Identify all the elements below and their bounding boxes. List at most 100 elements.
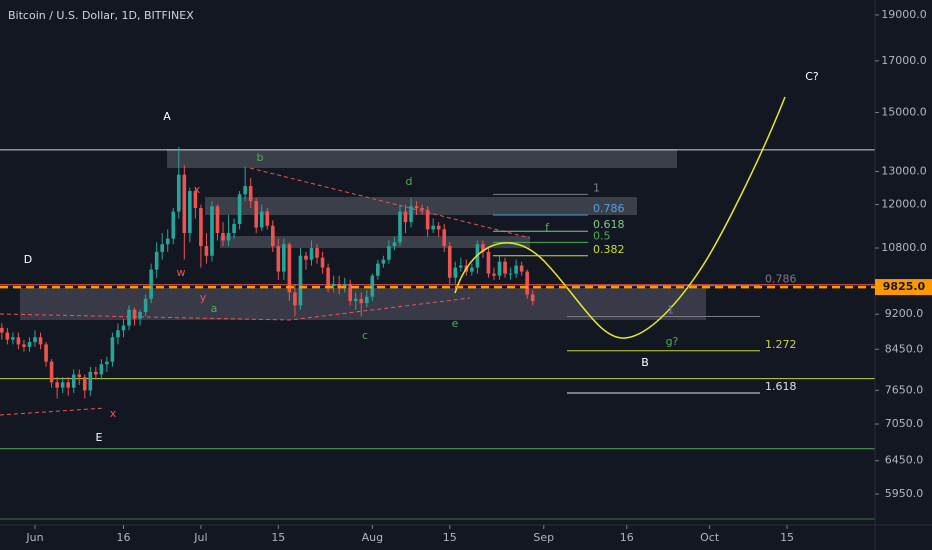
candle-body (143, 298, 148, 312)
candle-body (381, 259, 386, 264)
candle-body (370, 275, 375, 297)
candle-body (49, 361, 54, 383)
y-tick-label: 19000.0 (881, 8, 927, 21)
wave-label: e (452, 317, 459, 330)
candle-body (22, 344, 26, 347)
candle-body (33, 337, 37, 343)
candle-body (453, 267, 458, 278)
candle-body (530, 294, 535, 301)
candle-body (154, 251, 159, 270)
candle-body (248, 186, 253, 202)
candle-body (66, 382, 70, 388)
candle-body (304, 255, 308, 260)
x-tick-label: Oct (700, 531, 720, 544)
candle-body (459, 265, 463, 268)
candle-body (392, 242, 397, 247)
x-tick-label: 16 (620, 531, 634, 544)
candle-body (176, 174, 181, 212)
candle-body (309, 248, 314, 260)
candle-body (121, 325, 126, 331)
candle-body (27, 342, 32, 347)
current-price-tag (875, 279, 932, 296)
trendline (0, 297, 471, 321)
y-tick-label: 17000.0 (881, 54, 927, 67)
fib-label: 0.5 (593, 229, 611, 242)
y-tick-label: 6450.0 (885, 454, 924, 467)
candle-body (481, 244, 485, 252)
candle-body (287, 244, 292, 293)
candle-body (165, 238, 170, 245)
candle-body (16, 337, 21, 345)
candle-body (60, 382, 65, 388)
candle-body (376, 263, 380, 276)
candle-body (409, 206, 413, 223)
zone (205, 197, 637, 215)
candle-body (503, 261, 507, 274)
candle-body (398, 211, 402, 243)
candle-body (514, 265, 518, 274)
candle-body (171, 211, 176, 239)
y-tick-label: 7650.0 (885, 383, 924, 396)
projection-curve (454, 96, 786, 339)
candle-body (497, 261, 502, 276)
zone (220, 236, 530, 248)
y-tick-label: 10800.0 (881, 241, 927, 254)
candle-body (270, 225, 275, 247)
candle-body (88, 371, 93, 391)
wave-label: B (641, 356, 649, 369)
candle-body (0, 327, 4, 333)
candle-body (525, 271, 529, 295)
candle-body (77, 374, 82, 378)
fib-label: 0.382 (593, 243, 625, 256)
candle-body (199, 208, 203, 247)
wave-label: g? (666, 335, 679, 348)
candle-body (364, 296, 369, 304)
candle-body (315, 248, 319, 258)
fib-label: 1 (593, 181, 600, 194)
candle-body (331, 283, 336, 287)
candle-body (254, 201, 259, 228)
candle-body (508, 273, 513, 275)
candle-body (82, 377, 87, 391)
candle-body (425, 209, 430, 230)
fib-label: 0.618 (593, 218, 625, 231)
candle-body (259, 211, 264, 228)
wave-label: a (211, 302, 218, 315)
candle-body (38, 337, 43, 345)
candle-body (232, 223, 236, 234)
candle-body (5, 332, 10, 340)
wave-label: C? (805, 70, 819, 83)
candle-body (193, 191, 198, 209)
candle-body (387, 246, 391, 260)
wave-label: b (257, 151, 264, 164)
wave-label: E (96, 431, 103, 444)
wave-label: A (163, 110, 171, 123)
candle-body (470, 267, 474, 272)
candle-body (188, 191, 192, 234)
candle-body (127, 309, 131, 326)
fib-label: 0.786 (593, 202, 625, 215)
y-tick-label: 13000.0 (881, 165, 927, 178)
wave-label: d (406, 175, 413, 188)
candle-body (215, 206, 220, 234)
candle-body (293, 292, 297, 306)
wave-label: y (200, 291, 207, 304)
candle-body (11, 337, 15, 340)
candle-body (182, 174, 187, 234)
wave-label: x (194, 183, 201, 196)
candle-body (221, 233, 225, 241)
candle-body (436, 225, 441, 230)
candle-body (348, 283, 353, 301)
candle-body (94, 371, 98, 375)
zone (167, 149, 677, 168)
candle-body (160, 244, 164, 252)
trendline (249, 167, 531, 239)
candle-body (132, 309, 137, 319)
candle-body (237, 194, 242, 224)
wave-label: c (362, 329, 368, 342)
candle-body (320, 257, 325, 268)
x-tick-label: Aug (362, 531, 383, 544)
candle-body (71, 374, 76, 388)
y-tick-label: 15000.0 (881, 105, 927, 118)
